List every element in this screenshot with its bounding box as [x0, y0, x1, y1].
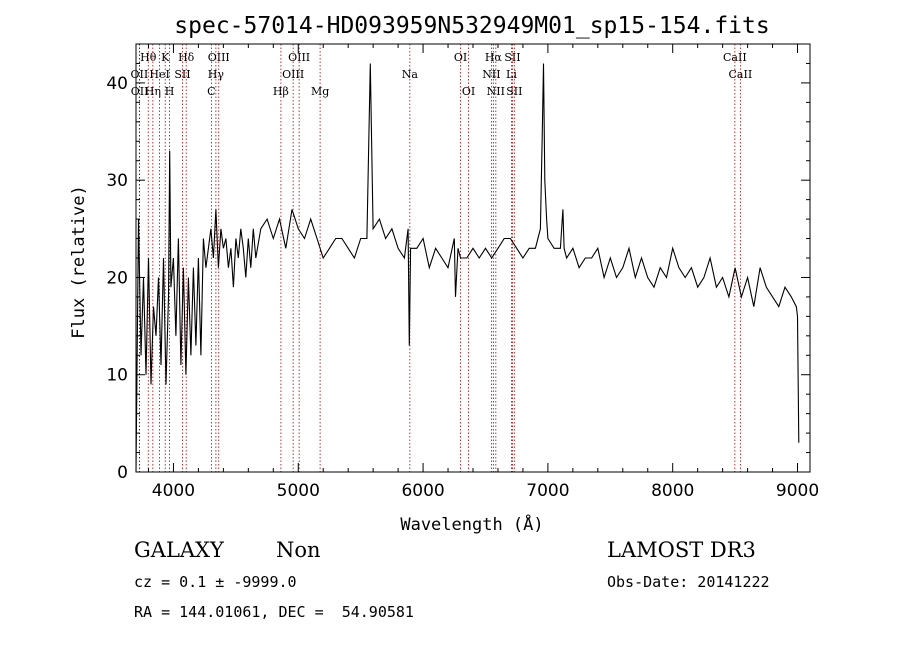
line-label: OIII	[282, 68, 304, 81]
line-label: OII	[131, 68, 149, 81]
x-tick-label: 4000	[152, 481, 195, 501]
x-tick-label: 7000	[526, 481, 569, 501]
y-tick-label: 40	[106, 74, 128, 94]
line-label: CaII	[723, 51, 747, 64]
line-label: OII	[131, 85, 149, 98]
x-tick-label: 5000	[277, 481, 320, 501]
y-axis-label: Flux (relative)	[69, 185, 89, 339]
line-label: OIII	[208, 51, 230, 64]
line-label: K	[161, 51, 170, 64]
line-label: Hα	[485, 51, 503, 64]
line-label: Hη	[145, 85, 161, 98]
line-label: OI	[462, 85, 475, 98]
y-tick-label: 30	[106, 171, 128, 191]
line-labels: OII OII Hθ Hη HeI K H Hδ SII Hγ OIII C Hβ OIII OIII Mg N…	[131, 51, 753, 98]
object-class: GALAXY	[134, 538, 224, 562]
line-label: H	[165, 85, 175, 98]
line-label: SII	[504, 51, 520, 64]
obs-date: Obs-Date: 20141222	[607, 573, 770, 591]
ra-dec: RA = 144.01061, DEC = 54.90581	[134, 603, 414, 621]
y-tick-label: 10	[106, 366, 128, 386]
line-label: Mg	[311, 85, 329, 98]
x-tick-label: 8000	[651, 481, 694, 501]
x-tick-label: 9000	[776, 481, 819, 501]
x-axis-label: Wavelength (Å)	[400, 513, 543, 535]
line-label: Hδ	[178, 51, 195, 64]
y-tick-label: 20	[106, 268, 128, 288]
line-label: C	[207, 85, 215, 98]
redshift-cz: cz = 0.1 ± -9999.0	[134, 573, 297, 591]
line-label: CaII	[729, 68, 753, 81]
line-label: NII	[487, 85, 505, 98]
line-label: Hβ	[273, 85, 289, 98]
chart-title: spec-57014-HD093959N532949M01_sp15-154.f…	[174, 13, 769, 39]
line-label: OIII	[288, 51, 310, 64]
x-tick-label: 6000	[401, 481, 444, 501]
object-subclass: Non	[276, 538, 321, 562]
survey-name: LAMOST DR3	[607, 538, 756, 562]
y-tick-label: 0	[117, 463, 128, 483]
y-axis-ticks: 0 10 20 30 40	[106, 43, 810, 483]
line-label: NII	[482, 68, 500, 81]
line-label: Hγ	[208, 68, 225, 81]
line-label: OI	[454, 51, 467, 64]
x-axis-ticks: 4000 5000 6000 7000 8000 9000	[147, 44, 819, 501]
line-label: Hθ	[140, 51, 157, 64]
plot-frame	[135, 43, 811, 473]
line-label: Na	[402, 68, 419, 81]
line-label: SII	[506, 85, 522, 98]
line-label: Li	[506, 68, 517, 81]
line-label: HeI	[149, 68, 169, 81]
spectrum-series-line	[135, 63, 800, 473]
line-label: SII	[174, 68, 190, 81]
